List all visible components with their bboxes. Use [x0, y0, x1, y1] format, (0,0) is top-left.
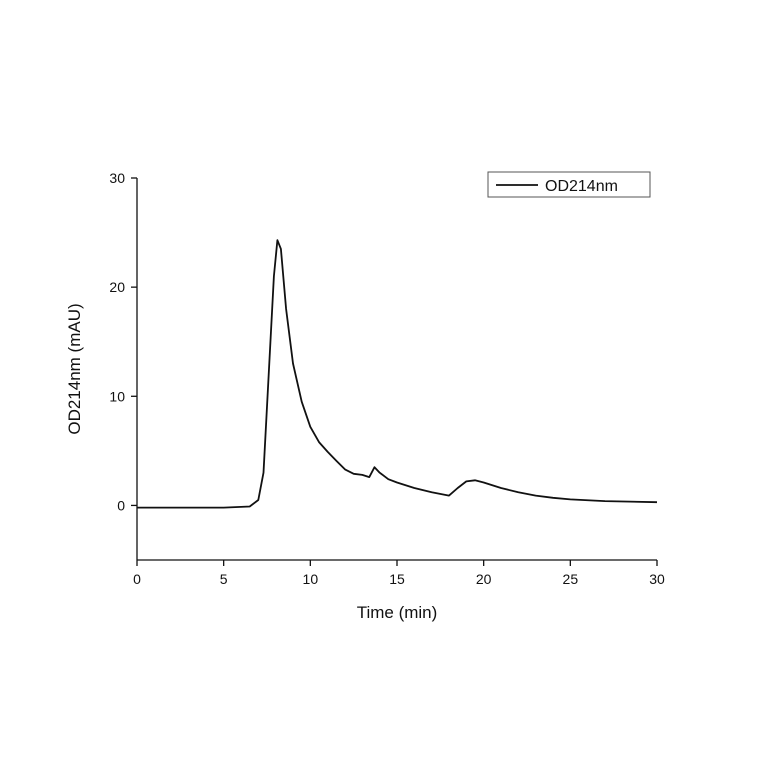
x-tick-label: 0: [133, 571, 141, 587]
y-tick-label: 30: [109, 170, 125, 186]
data-line: [137, 239, 658, 509]
legend-label: OD214nm: [545, 178, 618, 195]
x-tick-label: 10: [303, 571, 319, 587]
x-tick-label: 15: [389, 571, 405, 587]
x-tick-label: 30: [649, 571, 665, 587]
x-tick-label: 25: [563, 571, 579, 587]
x-tick-label: 20: [476, 571, 492, 587]
x-tick-label: 5: [220, 571, 228, 587]
y-tick-label: 20: [109, 279, 125, 295]
x-axis-label: Time (min): [357, 603, 438, 622]
y-axis-label: OD214nm (mAU): [65, 303, 84, 434]
y-tick-label: 10: [109, 388, 125, 404]
y-tick-label: 0: [117, 497, 125, 513]
